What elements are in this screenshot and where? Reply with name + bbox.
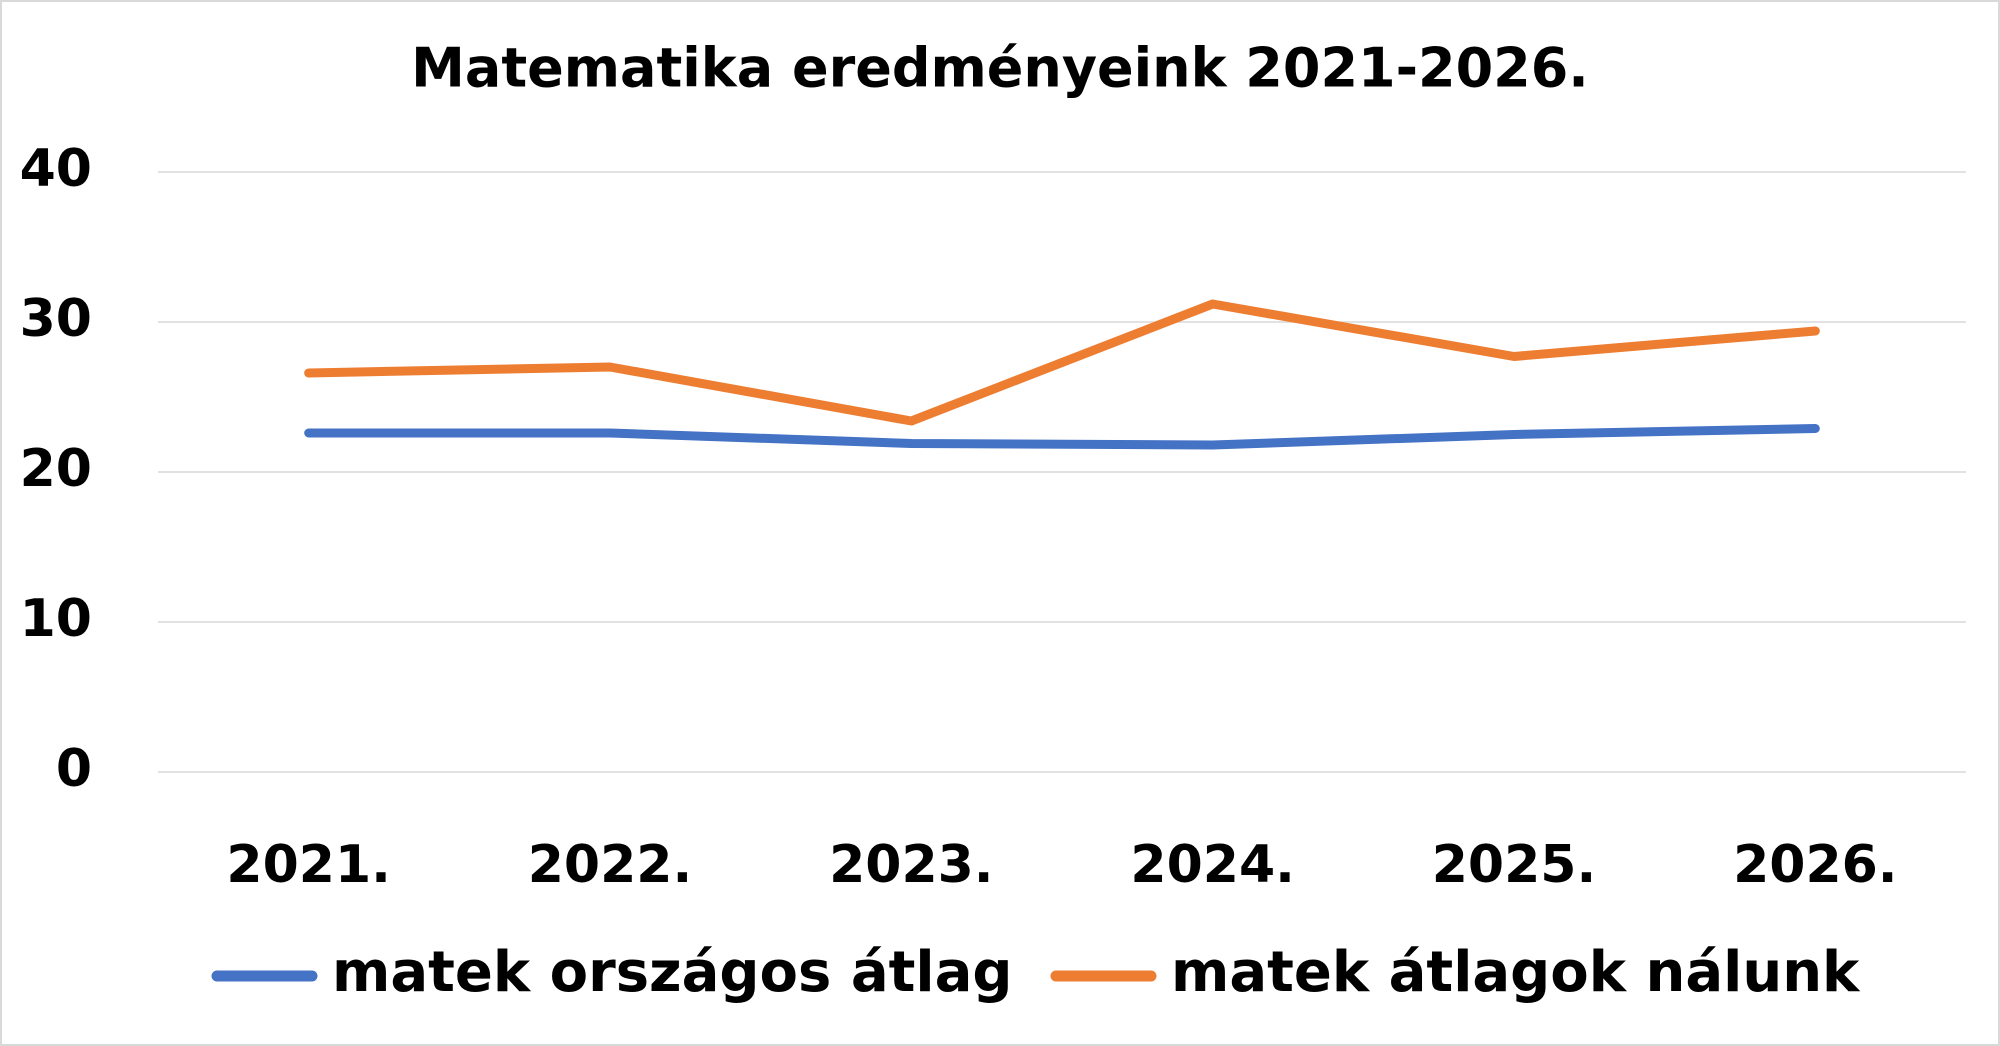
x-tick-label: 2022. xyxy=(528,835,692,895)
x-tick-label: 2026. xyxy=(1733,835,1897,895)
legend-label: matek országos átlag xyxy=(332,940,1012,1005)
y-tick-label: 40 xyxy=(20,139,92,199)
x-tick-label: 2025. xyxy=(1432,835,1596,895)
line-series xyxy=(304,424,1820,450)
y-tick-label: 30 xyxy=(20,289,92,349)
line-series xyxy=(304,299,1820,426)
y-tick-label: 10 xyxy=(20,589,92,649)
x-tick-label: 2024. xyxy=(1130,835,1294,895)
x-tick-label: 2023. xyxy=(829,835,993,895)
chart-title: Matematika eredményeink 2021-2026. xyxy=(411,37,1589,100)
legend-label: matek átlagok nálunk xyxy=(1171,940,1861,1005)
x-tick-label: 2021. xyxy=(226,835,390,895)
y-tick-label: 0 xyxy=(56,739,92,799)
y-tick-label: 20 xyxy=(20,439,92,499)
